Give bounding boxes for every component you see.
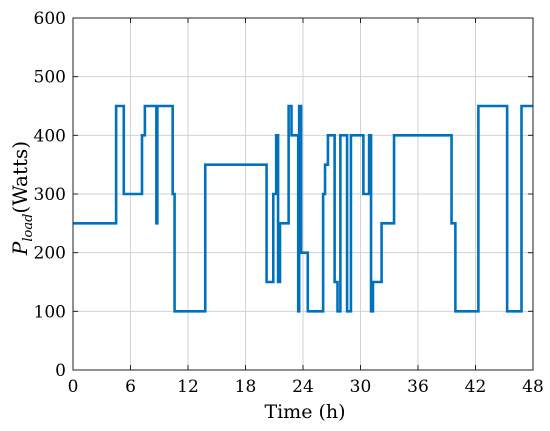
x-tick-label: 6 xyxy=(125,377,136,397)
x-ticks: 0 6 12 18 24 30 36 42 48 xyxy=(68,18,544,397)
y-tick-label: 400 xyxy=(34,126,66,146)
x-tick-label: 0 xyxy=(68,377,79,397)
x-tick-label: 36 xyxy=(407,377,429,397)
y-axis-label-rest: (Watts) xyxy=(8,141,32,214)
x-tick-label: 30 xyxy=(350,377,372,397)
y-axis-label-sub: load xyxy=(21,214,36,242)
x-tick-label: 24 xyxy=(292,377,314,397)
y-tick-label: 0 xyxy=(55,361,66,381)
y-tick-label: 600 xyxy=(34,9,66,29)
x-tick-label: 48 xyxy=(522,377,544,397)
y-axis-label-main: P xyxy=(8,241,32,256)
y-tick-label: 300 xyxy=(34,185,66,205)
y-tick-label: 200 xyxy=(34,244,66,264)
y-tick-label: 500 xyxy=(34,68,66,88)
y-axis-label: Pload(Watts) xyxy=(8,141,36,256)
load-power-series-line xyxy=(73,104,533,313)
y-tick-label: 100 xyxy=(34,302,66,322)
x-tick-label: 12 xyxy=(177,377,199,397)
x-tick-label: 42 xyxy=(465,377,487,397)
x-tick-label: 18 xyxy=(235,377,257,397)
grid xyxy=(72,17,534,371)
series-layer xyxy=(73,104,533,313)
y-ticks: 0 100 200 300 400 500 600 xyxy=(34,9,533,381)
x-axis-label: Time (h) xyxy=(264,401,345,423)
